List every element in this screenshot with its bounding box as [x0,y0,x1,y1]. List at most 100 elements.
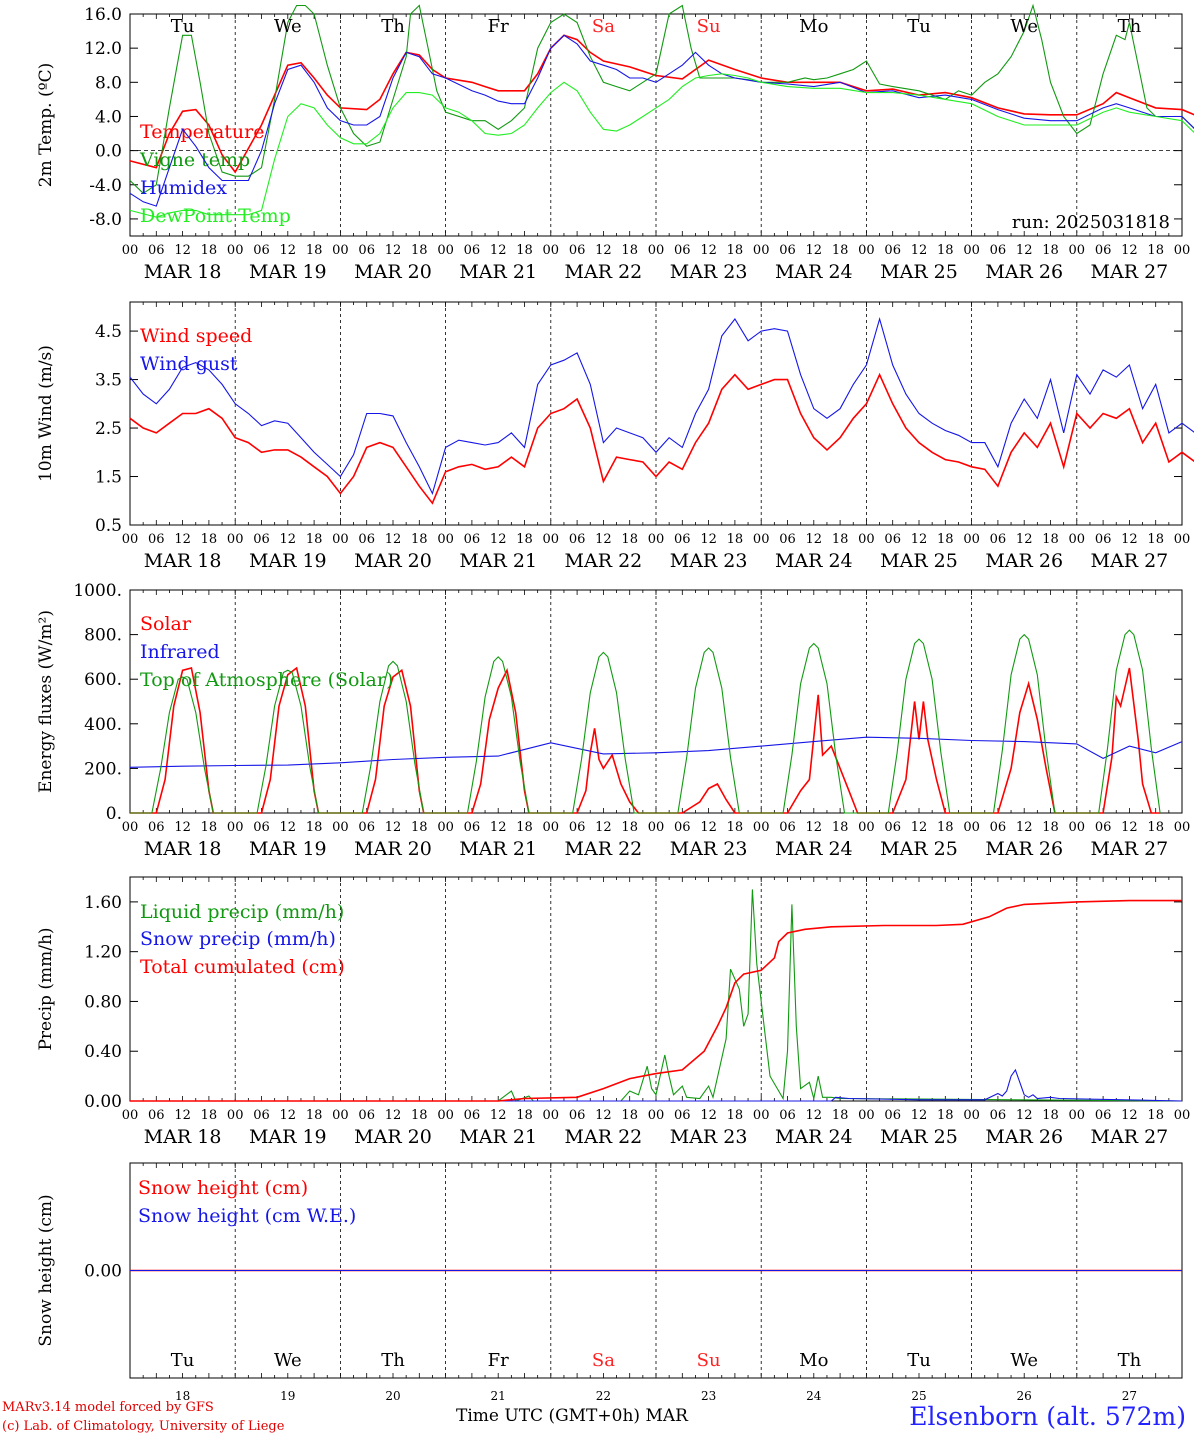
temp-day-abbr: Tu [907,16,931,37]
energy-date-label: MAR 26 [985,838,1063,860]
precip-hour-label: 18 [1147,1108,1164,1123]
temp-hour-label: 06 [990,243,1007,258]
temp-date-label: MAR 18 [144,261,222,283]
precip-hour-label: 12 [911,1108,928,1123]
temp-date-label: MAR 19 [249,261,327,283]
precip-hour-label: 12 [1121,1108,1138,1123]
energy-hour-label: 18 [411,820,428,835]
temp-hour-label: 06 [358,243,375,258]
energy-hour-label: 12 [1016,820,1033,835]
wind-series-1 [129,372,1194,505]
temp-hour-label: 06 [1095,243,1112,258]
temp-day-abbr: Th [1118,16,1142,37]
energy-hour-label: 00 [1174,820,1191,835]
temp-date-label: MAR 25 [880,261,958,283]
precip-hour-label: 06 [358,1108,375,1123]
precip-hour-label: 06 [148,1108,165,1123]
energy-hour-label: 18 [306,820,323,835]
wind-hour-label: 18 [516,532,533,547]
temp-hour-label: 18 [1042,243,1059,258]
temp-date-label: MAR 21 [459,261,537,283]
wind-hour-label: 12 [490,532,507,547]
energy-hour-label: 00 [753,820,770,835]
temp-day-abbr: Tu [171,16,195,37]
day-number: 19 [280,1389,295,1403]
temp-day-abbr: We [1010,16,1038,37]
energy-date-label: MAR 21 [459,838,537,860]
energy-date-label: MAR 18 [144,838,222,860]
energy-hour-label: 18 [832,820,849,835]
precip-date-label: MAR 23 [670,1126,748,1148]
wind-ylabel: 10m Wind (m/s) [36,345,56,482]
temp-ytick-label: 0.0 [95,142,122,162]
time-axis-label: Time UTC (GMT+0h) [456,1406,641,1426]
energy-hour-label: 00 [1069,820,1086,835]
precip-series-1 [130,889,1183,1102]
energy-hour-label: 12 [911,820,928,835]
energy-hour-label: 12 [700,820,717,835]
wind-date-label: MAR 22 [565,550,643,572]
day-number: 23 [701,1389,716,1403]
energy-hour-label: 18 [201,820,218,835]
temp-hour-label: 12 [911,243,928,258]
temp-hour-label: 06 [148,243,165,258]
energy-ytick-label: 0. [106,804,122,824]
day-number: 21 [491,1389,506,1403]
wind-hour-label: 06 [674,532,691,547]
temp-date-label: MAR 20 [354,261,432,283]
wind-date-label: MAR 20 [354,550,432,572]
temp-legend-entry: Vigne temp [139,149,250,171]
temp-legend-entry: Humidex [140,177,227,199]
precip-hour-label: 18 [937,1108,954,1123]
energy-ytick-label: 800. [84,626,122,646]
wind-date-label: MAR 19 [249,550,327,572]
wind-hour-label: 00 [437,532,454,547]
model-credit: MARv3.14 model forced by GFS [2,1400,214,1415]
energy-hour-label: 00 [332,820,349,835]
precip-hour-label: 12 [595,1108,612,1123]
precip-series-3 [130,899,1182,1102]
wind-hour-label: 18 [1042,532,1059,547]
precip-hour-label: 00 [648,1108,665,1123]
wind-hour-label: 00 [227,532,244,547]
day-number: 26 [1017,1389,1032,1403]
energy-hour-label: 06 [253,820,270,835]
precip-hour-label: 18 [306,1108,323,1123]
energy-hour-label: 18 [727,820,744,835]
month-label: MAR [645,1406,688,1426]
temp-hour-label: 06 [464,243,481,258]
day-number: 27 [1122,1389,1137,1403]
wind-date-label: MAR 25 [880,550,958,572]
temp-legend-entry: Temperature [140,121,264,143]
wind-hour-label: 12 [174,532,191,547]
energy-hour-label: 18 [1147,820,1164,835]
energy-date-label: MAR 24 [775,838,853,860]
wind-hour-label: 06 [779,532,796,547]
temp-ytick-label: 8.0 [95,73,122,93]
temp-hour-label: 06 [674,243,691,258]
temp-hour-label: 12 [490,243,507,258]
wind-hour-label: 12 [806,532,823,547]
precip-hour-label: 18 [621,1108,638,1123]
temp-hour-label: 18 [621,243,638,258]
wind-hour-label: 18 [727,532,744,547]
wind-hour-label: 18 [832,532,849,547]
wind-hour-label: 00 [648,532,665,547]
energy-series-1 [130,666,1161,814]
temp-hour-label: 12 [174,243,191,258]
energy-hour-label: 00 [227,820,244,835]
temp-date-label: MAR 22 [565,261,643,283]
wind-hour-label: 06 [569,532,586,547]
precip-hour-label: 06 [464,1108,481,1123]
wind-date-label: MAR 24 [775,550,853,572]
temp-hour-label: 00 [963,243,980,258]
temp-hour-label: 18 [937,243,954,258]
day-number: 22 [596,1389,611,1403]
temp-hour-label: 06 [779,243,796,258]
temp-day-abbr: We [274,16,302,37]
day-number: 20 [385,1389,400,1403]
wind-hour-label: 00 [963,532,980,547]
temp-ytick-label: 4.0 [95,107,122,127]
wind-date-label: MAR 21 [459,550,537,572]
temp-hour-label: 12 [1016,243,1033,258]
